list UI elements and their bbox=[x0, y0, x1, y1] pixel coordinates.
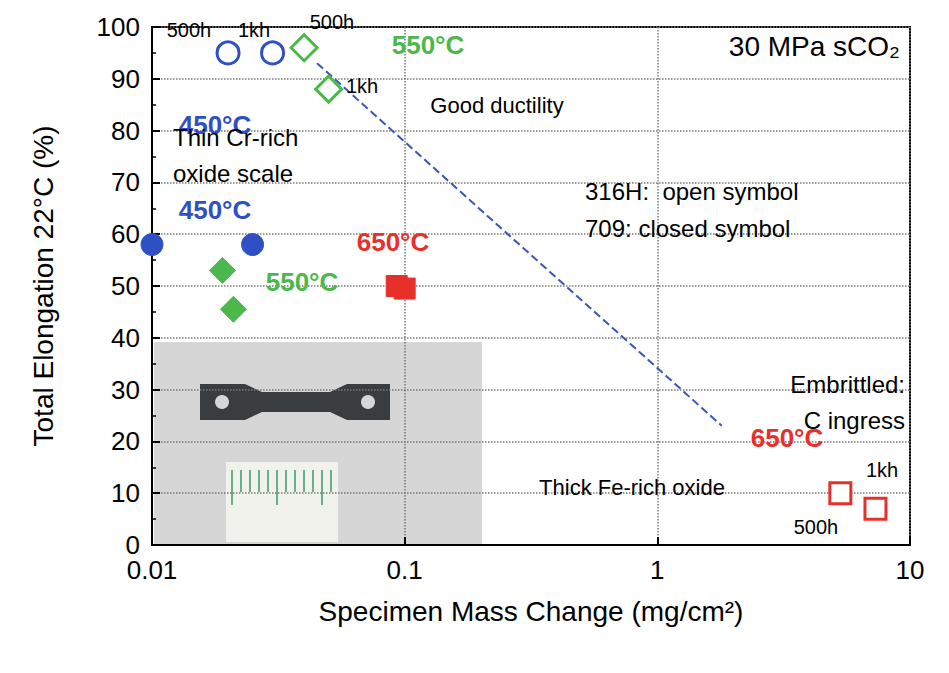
svg-text:1kh: 1kh bbox=[346, 75, 378, 97]
svg-text:500h: 500h bbox=[167, 19, 212, 41]
svg-text:500h: 500h bbox=[310, 11, 355, 33]
svg-text:550°C: 550°C bbox=[392, 30, 465, 60]
svg-text:Embrittled:: Embrittled: bbox=[790, 371, 905, 398]
svg-text:1: 1 bbox=[650, 555, 664, 585]
svg-text:0: 0 bbox=[125, 530, 140, 560]
svg-text:Good ductility: Good ductility bbox=[430, 93, 563, 118]
svg-text:Thin Cr-rich: Thin Cr-rich bbox=[173, 124, 298, 151]
svg-text:C ingress: C ingress bbox=[803, 406, 905, 434]
svg-text:1kh: 1kh bbox=[238, 19, 270, 41]
svg-text:709: closed symbol: 709: closed symbol bbox=[585, 215, 790, 242]
svg-text:40: 40 bbox=[111, 323, 140, 353]
svg-text:0.1: 0.1 bbox=[387, 555, 423, 585]
svg-text:100: 100 bbox=[97, 12, 140, 42]
svg-text:10: 10 bbox=[111, 478, 140, 508]
svg-text:70: 70 bbox=[111, 167, 140, 197]
svg-text:550°C: 550°C bbox=[266, 267, 339, 297]
svg-text:20: 20 bbox=[111, 426, 140, 456]
svg-text:80: 80 bbox=[111, 116, 140, 146]
svg-text:500h: 500h bbox=[794, 516, 839, 538]
svg-text:90: 90 bbox=[111, 64, 140, 94]
svg-text:1kh: 1kh bbox=[866, 459, 898, 481]
svg-text:30 MPa sCO₂: 30 MPa sCO₂ bbox=[729, 31, 900, 62]
svg-text:Thick Fe-rich oxide: Thick Fe-rich oxide bbox=[539, 475, 725, 500]
svg-text:316H: open symbol: 316H: open symbol bbox=[585, 178, 798, 205]
svg-text:Total Elongation 22°C (%): Total Elongation 22°C (%) bbox=[28, 126, 59, 447]
svg-text:450°C: 450°C bbox=[179, 195, 252, 225]
svg-text:30: 30 bbox=[111, 375, 140, 405]
svg-text:10: 10 bbox=[896, 555, 925, 585]
svg-text:Specimen Mass Change (mg/cm²): Specimen Mass Change (mg/cm²) bbox=[319, 596, 744, 627]
svg-text:650°C: 650°C bbox=[357, 227, 430, 257]
svg-text:650°C: 650°C bbox=[751, 423, 824, 453]
svg-text:0.01: 0.01 bbox=[127, 555, 178, 585]
svg-text:oxide scale: oxide scale bbox=[173, 160, 293, 187]
svg-text:50: 50 bbox=[111, 271, 140, 301]
svg-text:60: 60 bbox=[111, 219, 140, 249]
